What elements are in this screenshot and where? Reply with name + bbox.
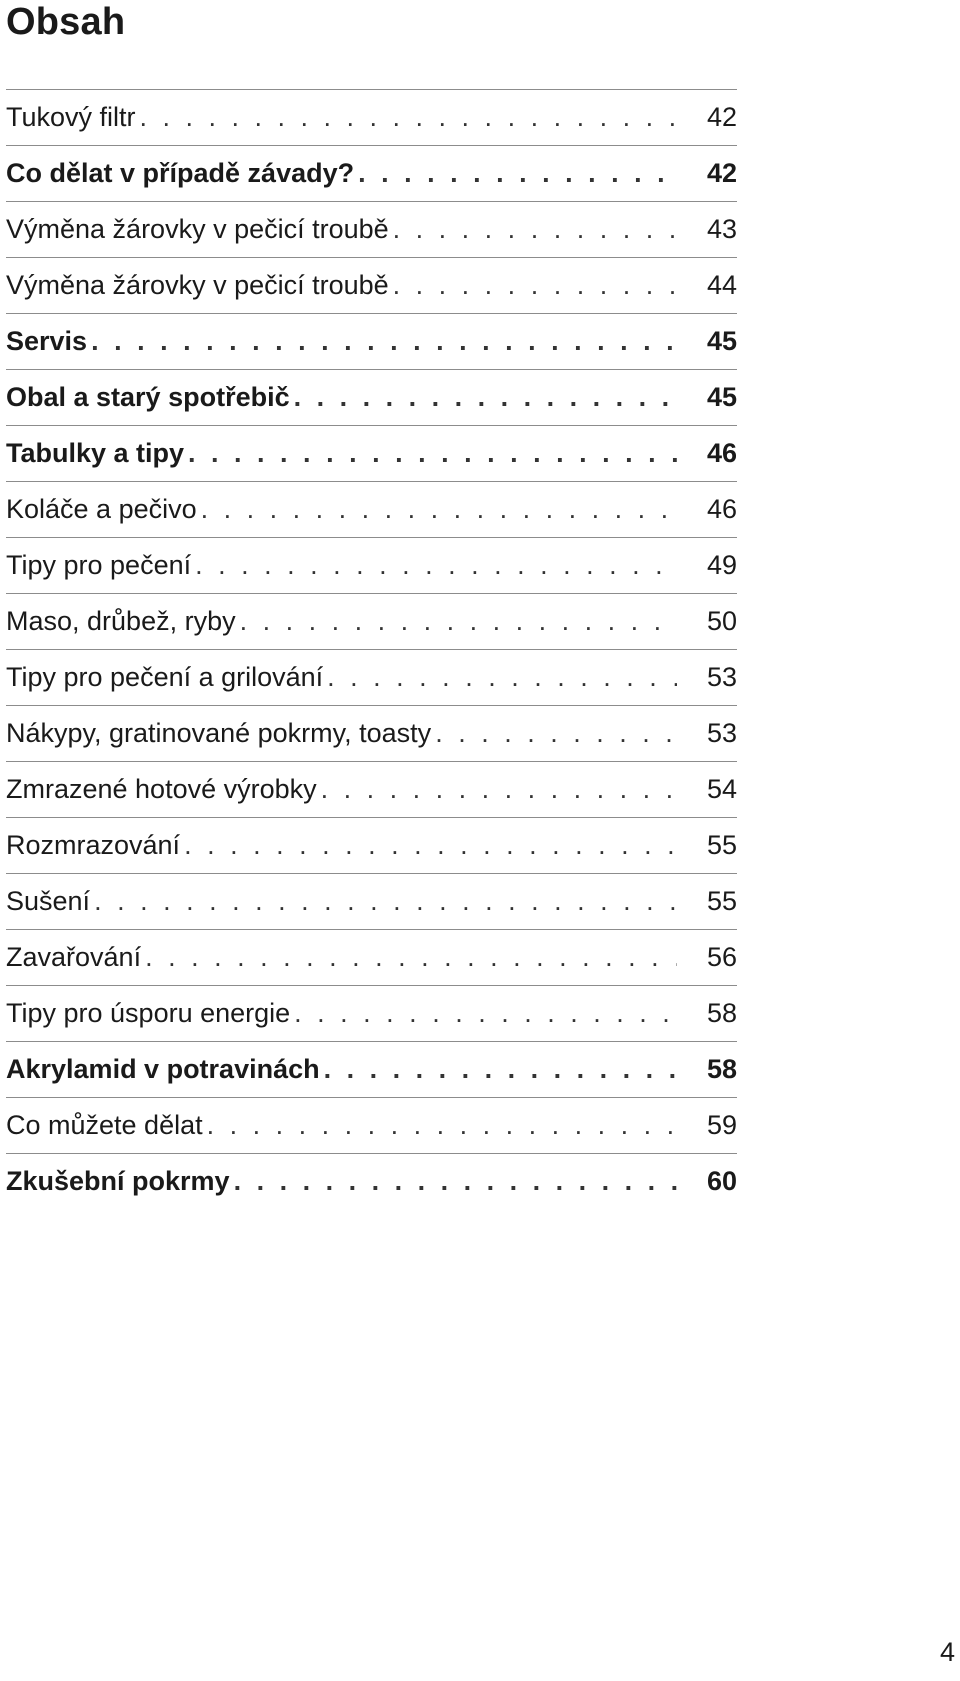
toc-dot-leader: . . . . . . . . . . . . . . . . . . . . …	[200, 494, 677, 524]
toc-dot-leader: . . . . . . . . . . . . . . . . . . . . …	[188, 438, 677, 468]
toc-dot-leader: . . . . . . . . . . . . . . . . . . . . …	[91, 326, 677, 356]
toc-entry-page: 55	[706, 886, 737, 916]
toc-dot-leader: . . . . . . . . . . . . . . . . . . . . …	[392, 270, 677, 300]
toc-dot-leader: . . . . . . . . . . . . . . . . . . . . …	[94, 886, 677, 916]
toc-dot-leader: . . . . . . . . . . . . . . . . . . . . …	[206, 1110, 677, 1140]
toc-dot-leader: . . . . . . . . . . . . . . . . . . . . …	[184, 830, 677, 860]
toc-entry-page: 49	[706, 550, 737, 580]
toc-dot-leader: . . . . . . . . . . . . . . . . . . . . …	[320, 774, 677, 804]
toc-entry-page: 54	[706, 774, 737, 804]
toc-entry-page: 45	[706, 326, 737, 356]
toc-entry-page: 55	[706, 830, 737, 860]
toc-dot-leader: . . . . . . . . . . . . . . . . . . . . …	[145, 942, 677, 972]
table-of-contents: Tukový filtr. . . . . . . . . . . . . . …	[6, 89, 737, 1209]
toc-entry[interactable]: Obal a starý spotřebič. . . . . . . . . …	[6, 369, 737, 425]
toc-entry-label: Co dělat v případě závady?	[6, 158, 355, 188]
toc-dot-leader: . . . . . . . . . . . . . . . . . . . . …	[294, 998, 677, 1028]
toc-dot-leader: . . . . . . . . . . . . . . . . . . . . …	[323, 1054, 677, 1084]
toc-entry[interactable]: Tipy pro úsporu energie. . . . . . . . .…	[6, 985, 737, 1041]
toc-entry-page: 58	[706, 1054, 737, 1084]
page-title: Obsah	[6, 1, 126, 43]
toc-dot-leader: . . . . . . . . . . . . . . . . . . . . …	[293, 382, 677, 412]
page-number: 4	[940, 1637, 956, 1667]
toc-entry[interactable]: Tipy pro pečení a grilování. . . . . . .…	[6, 649, 737, 705]
toc-entry-label: Výměna žárovky v pečicí troubě	[6, 214, 389, 244]
toc-entry-label: Servis	[6, 326, 88, 356]
toc-entry-label: Sušení	[6, 886, 91, 916]
toc-entry[interactable]: Tipy pro pečení. . . . . . . . . . . . .…	[6, 537, 737, 593]
toc-entry[interactable]: Akrylamid v potravinách. . . . . . . . .…	[6, 1041, 737, 1097]
toc-entry-page: 45	[706, 382, 737, 412]
toc-entry-label: Obal a starý spotřebič	[6, 382, 290, 412]
toc-entry-page: 53	[706, 718, 737, 748]
toc-dot-leader: . . . . . . . . . . . . . . . . . . . . …	[358, 158, 677, 188]
toc-dot-leader: . . . . . . . . . . . . . . . . . . . . …	[195, 550, 677, 580]
toc-entry[interactable]: Výměna žárovky v pečicí troubě. . . . . …	[6, 201, 737, 257]
toc-entry-page: 56	[706, 942, 737, 972]
toc-entry-label: Tipy pro úsporu energie	[6, 998, 291, 1028]
toc-entry[interactable]: Maso, drůbež, ryby. . . . . . . . . . . …	[6, 593, 737, 649]
toc-entry[interactable]: Servis. . . . . . . . . . . . . . . . . …	[6, 313, 737, 369]
toc-entry-page: 42	[706, 102, 737, 132]
toc-dot-leader: . . . . . . . . . . . . . . . . . . . . …	[327, 662, 677, 692]
toc-entry-page: 59	[706, 1110, 737, 1140]
toc-entry-label: Rozmrazování	[6, 830, 181, 860]
toc-entry[interactable]: Nákypy, gratinované pokrmy, toasty. . . …	[6, 705, 737, 761]
toc-entry-page: 46	[706, 438, 737, 468]
toc-dot-leader: . . . . . . . . . . . . . . . . . . . . …	[139, 102, 677, 132]
toc-entry-label: Tipy pro pečení a grilování	[6, 662, 324, 692]
toc-entry-label: Zavařování	[6, 942, 142, 972]
toc-entry[interactable]: Koláče a pečivo. . . . . . . . . . . . .…	[6, 481, 737, 537]
toc-entry[interactable]: Tabulky a tipy. . . . . . . . . . . . . …	[6, 425, 737, 481]
toc-entry[interactable]: Co dělat v případě závady?. . . . . . . …	[6, 145, 737, 201]
toc-entry-label: Akrylamid v potravinách	[6, 1054, 320, 1084]
toc-entry[interactable]: Rozmrazování. . . . . . . . . . . . . . …	[6, 817, 737, 873]
toc-entry[interactable]: Sušení. . . . . . . . . . . . . . . . . …	[6, 873, 737, 929]
toc-entry[interactable]: Zkušební pokrmy. . . . . . . . . . . . .…	[6, 1153, 737, 1209]
toc-entry-label: Koláče a pečivo	[6, 494, 197, 524]
toc-entry[interactable]: Zmrazené hotové výrobky. . . . . . . . .…	[6, 761, 737, 817]
toc-entry-page: 53	[706, 662, 737, 692]
toc-dot-leader: . . . . . . . . . . . . . . . . . . . . …	[392, 214, 677, 244]
toc-entry-label: Tukový filtr	[6, 102, 136, 132]
toc-dot-leader: . . . . . . . . . . . . . . . . . . . . …	[233, 1166, 677, 1196]
toc-entry-label: Maso, drůbež, ryby	[6, 606, 236, 636]
toc-entry-page: 58	[706, 998, 737, 1028]
toc-entry-label: Co můžete dělat	[6, 1110, 203, 1140]
toc-dot-leader: . . . . . . . . . . . . . . . . . . . . …	[239, 606, 677, 636]
toc-entry-page: 44	[706, 270, 737, 300]
toc-entry[interactable]: Výměna žárovky v pečicí troubě. . . . . …	[6, 257, 737, 313]
toc-entry-page: 60	[706, 1166, 737, 1196]
toc-entry-page: 43	[706, 214, 737, 244]
toc-entry-label: Tipy pro pečení	[6, 550, 192, 580]
toc-entry[interactable]: Co můžete dělat. . . . . . . . . . . . .…	[6, 1097, 737, 1153]
toc-entry[interactable]: Zavařování. . . . . . . . . . . . . . . …	[6, 929, 737, 985]
toc-entry-label: Tabulky a tipy	[6, 438, 185, 468]
toc-entry-page: 42	[706, 158, 737, 188]
toc-entry-label: Nákypy, gratinované pokrmy, toasty	[6, 718, 432, 748]
toc-entry-label: Výměna žárovky v pečicí troubě	[6, 270, 389, 300]
toc-entry-page: 46	[706, 494, 737, 524]
toc-entry[interactable]: Tukový filtr. . . . . . . . . . . . . . …	[6, 89, 737, 145]
toc-entry-label: Zkušební pokrmy	[6, 1166, 230, 1196]
toc-dot-leader: . . . . . . . . . . . . . . . . . . . . …	[435, 718, 677, 748]
toc-entry-label: Zmrazené hotové výrobky	[6, 774, 317, 804]
toc-entry-page: 50	[706, 606, 737, 636]
